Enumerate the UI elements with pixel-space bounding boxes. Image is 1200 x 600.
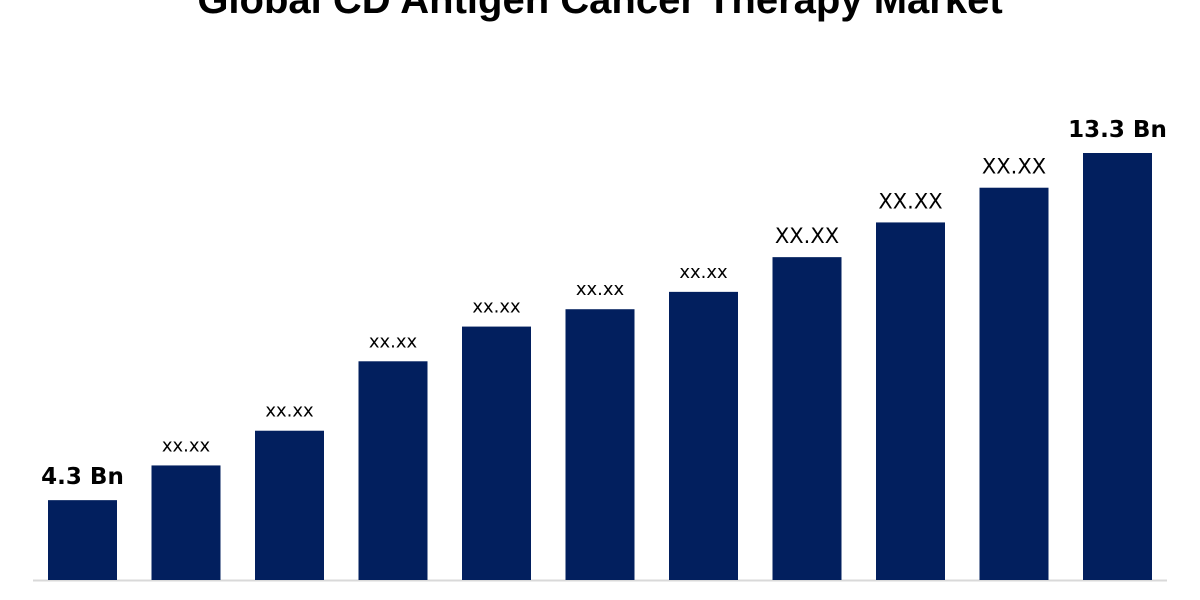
bar [1083,153,1152,580]
bar-data-label: xx.xx [679,262,728,283]
bar [151,465,221,580]
bar [876,222,945,580]
bar-data-label: xx.xx [162,435,211,456]
bar-data-label: XX.XX [982,155,1046,179]
bar [48,500,117,580]
bar-data-label: xx.xx [265,401,314,422]
bar [565,309,635,580]
bar [255,430,324,580]
bar-data-label: xx.xx [472,297,521,318]
bar [979,187,1049,580]
bar-data-label: 13.3 Bn [1068,117,1167,143]
bar-data-label: XX.XX [775,224,839,248]
bar [669,291,738,580]
bar [772,257,842,580]
bar [462,326,531,580]
bar-data-label: xx.xx [576,279,625,300]
bar [358,361,428,580]
bar-data-label: XX.XX [878,189,942,213]
bar-data-label: 4.3 Bn [41,464,124,490]
chart-title: Global CD Antigen Cancer Therapy Market [197,0,1003,22]
bar-data-label: xx.xx [369,331,418,352]
